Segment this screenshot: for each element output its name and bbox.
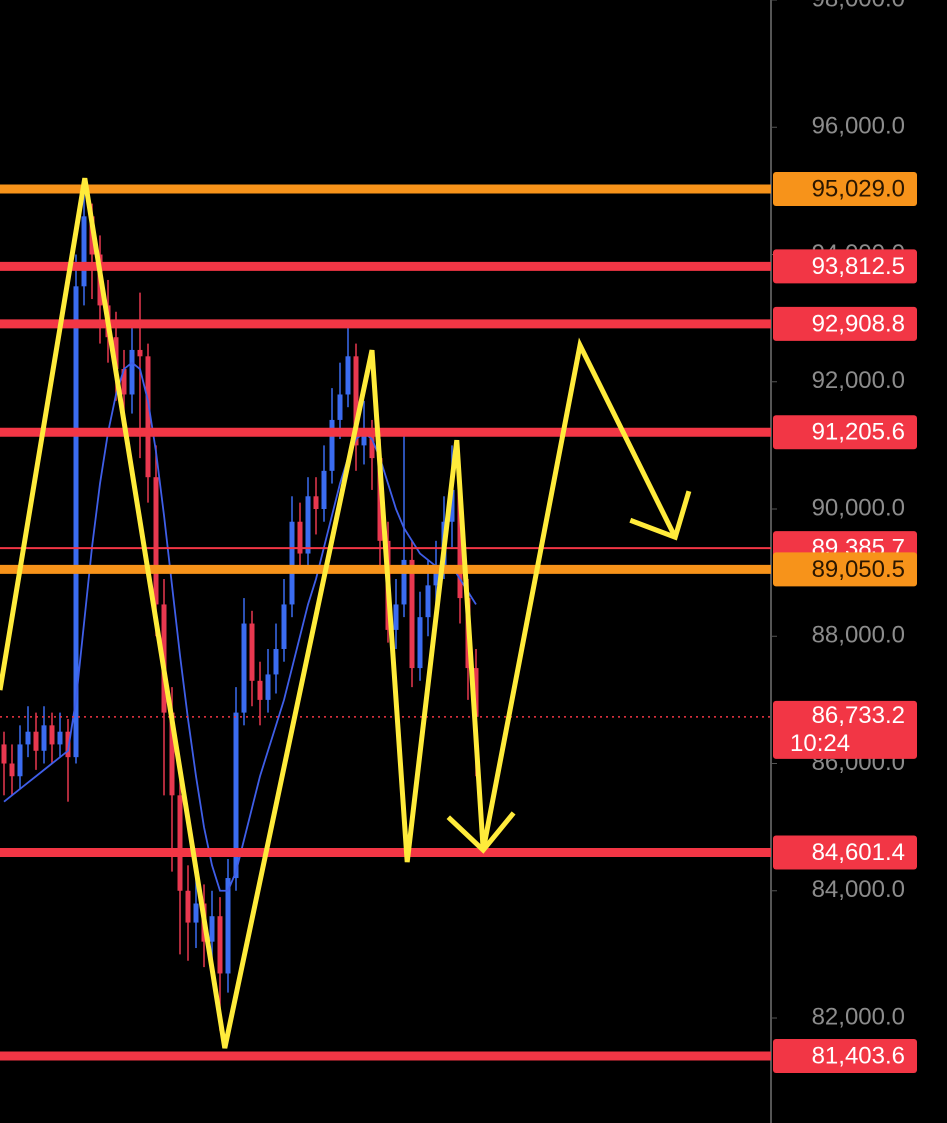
candle-body: [121, 369, 127, 395]
candle-body: [321, 470, 327, 510]
candle-body: [369, 432, 375, 459]
level-label: 93,812.5: [812, 253, 905, 280]
candle-body: [313, 496, 319, 510]
level-label-box: [773, 415, 917, 450]
level-label-box: [773, 172, 917, 207]
candle-body: [241, 623, 247, 713]
candle-body: [137, 349, 143, 357]
candle-body: [225, 878, 231, 974]
candle-body: [393, 604, 399, 630]
level-label: 81,403.6: [812, 1042, 905, 1069]
candle-body: [433, 566, 439, 586]
candle-body: [177, 795, 183, 891]
candle-body: [57, 731, 63, 745]
level-label: 91,205.6: [812, 419, 905, 446]
candle-body: [73, 286, 79, 758]
candle-body: [65, 731, 71, 758]
y-tick-label: 90,000.0: [812, 494, 905, 521]
candle-body: [33, 731, 39, 751]
candle-body: [337, 394, 343, 420]
candle-body: [353, 356, 359, 446]
candle-body: [25, 731, 31, 745]
candle-body: [17, 744, 23, 777]
candle-body: [417, 617, 423, 669]
candle-body: [9, 763, 15, 777]
candle-body: [297, 521, 303, 554]
candle-body: [345, 356, 351, 395]
candle-body: [361, 432, 367, 446]
zigzag: [0, 177, 678, 1049]
candle-body: [153, 477, 159, 605]
candle-body: [113, 337, 119, 370]
candle-body: [41, 725, 47, 751]
candle-body: [209, 916, 215, 942]
level-label: 92,908.8: [812, 310, 905, 337]
candle-body: [193, 903, 199, 923]
level-label-box: [773, 552, 917, 587]
candle-body: [273, 648, 279, 675]
last-price-box: [773, 700, 917, 759]
candle-body: [449, 489, 455, 522]
arrowhead: [446, 811, 516, 854]
candle-body: [425, 585, 431, 618]
candle-body: [49, 725, 55, 745]
y-tick-label: 96,000.0: [812, 113, 905, 140]
y-tick-label: 88,000.0: [812, 622, 905, 649]
level-label-box: [773, 306, 917, 341]
candle-body: [329, 419, 335, 471]
candle-body: [409, 559, 415, 669]
level-label: 84,601.4: [812, 839, 905, 866]
candle-body: [233, 712, 239, 879]
candle-body: [401, 559, 407, 605]
candle-body: [457, 489, 463, 599]
y-tick-label: 82,000.0: [812, 1003, 905, 1030]
candle-body: [217, 916, 223, 974]
candle-body: [305, 496, 311, 554]
candle-body: [1, 744, 7, 764]
y-tick-label: 98,000.0: [812, 0, 905, 12]
candle-body: [257, 680, 263, 700]
level-label-box: [773, 835, 917, 870]
y-tick-label: 92,000.0: [812, 367, 905, 394]
countdown-label: 10:24: [790, 730, 850, 757]
candle-body: [265, 674, 271, 700]
level-label-box: [773, 1038, 917, 1073]
candle-body: [81, 216, 87, 287]
candle-body: [249, 623, 255, 681]
candle-body: [473, 668, 479, 717]
candle-body: [145, 356, 151, 478]
level-label-box: [773, 249, 917, 284]
level-label: 89,050.5: [812, 556, 905, 583]
level-label: 95,029.0: [812, 175, 905, 202]
candle-body: [129, 349, 135, 395]
y-tick-label: 84,000.0: [812, 876, 905, 903]
arrowhead: [629, 490, 692, 541]
candle-body: [289, 521, 295, 605]
candle-body: [169, 712, 175, 796]
last-price-label: 86,733.2: [812, 702, 905, 729]
candle-body: [185, 890, 191, 923]
candle-body: [281, 604, 287, 649]
